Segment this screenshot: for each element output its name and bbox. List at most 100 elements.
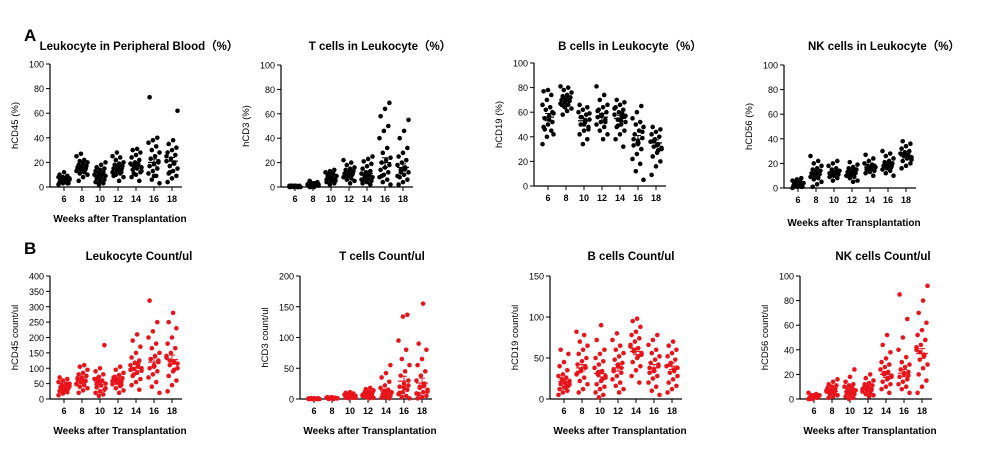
data-point xyxy=(819,163,824,169)
data-point xyxy=(401,385,407,391)
chart-panel-7: B cells Count/ul 0 50 100 150 hCD19 count/ul 6… xyxy=(510,251,687,437)
data-point xyxy=(113,157,119,163)
data-point xyxy=(148,156,153,162)
data-point xyxy=(600,104,606,110)
x-tick-label: 6 xyxy=(292,194,297,204)
data-point xyxy=(174,325,179,331)
x-tick-label: 10 xyxy=(595,406,605,416)
data-point xyxy=(76,178,81,184)
data-point xyxy=(843,394,848,399)
data-point xyxy=(615,123,621,129)
data-point xyxy=(379,375,384,380)
data-point xyxy=(908,161,913,166)
data-point xyxy=(811,161,817,166)
data-point xyxy=(871,378,876,383)
data-point xyxy=(617,380,623,385)
x-axis-label: Weeks after Transplantation xyxy=(803,426,936,437)
data-point xyxy=(887,151,893,156)
data-point xyxy=(888,349,893,355)
data-point xyxy=(134,332,140,337)
data-point xyxy=(585,136,590,142)
data-point xyxy=(655,373,660,379)
data-point xyxy=(885,375,891,381)
data-point xyxy=(903,143,909,149)
data-point xyxy=(907,362,912,367)
x-tick-label: 12 xyxy=(597,193,607,203)
data-point xyxy=(867,169,873,175)
data-point xyxy=(171,367,177,373)
data-point xyxy=(612,106,617,111)
x-tick-label: 14 xyxy=(131,194,141,204)
data-point xyxy=(599,368,605,374)
y-axis-label: hCD45 count/ul xyxy=(10,305,21,370)
x-tick-label: 6 xyxy=(811,406,816,416)
data-point xyxy=(77,364,83,370)
data-point xyxy=(872,168,877,174)
x-axis-label: Weeks after Transplantation xyxy=(787,218,920,229)
y-tick-label: 300 xyxy=(29,302,44,312)
data-point xyxy=(66,181,71,186)
data-point xyxy=(614,331,620,336)
data-point xyxy=(421,383,427,388)
data-point xyxy=(577,339,583,344)
data-point xyxy=(639,146,644,152)
data-point xyxy=(613,136,618,142)
data-point xyxy=(899,359,905,365)
data-point xyxy=(604,109,609,115)
data-point xyxy=(594,381,599,387)
data-point xyxy=(883,153,889,159)
data-point xyxy=(863,152,868,158)
data-point xyxy=(561,87,567,93)
data-point xyxy=(601,392,606,398)
data-point xyxy=(164,353,169,359)
data-point xyxy=(102,177,107,182)
data-point xyxy=(638,363,643,369)
data-point xyxy=(921,353,927,359)
data-point xyxy=(833,166,839,171)
data-point xyxy=(395,173,400,179)
data-point xyxy=(628,344,633,349)
data-point xyxy=(585,343,590,349)
data-point xyxy=(601,124,607,130)
data-point xyxy=(153,379,159,385)
y-tick-label: 150 xyxy=(279,302,294,312)
data-point xyxy=(846,166,851,171)
data-point xyxy=(401,172,407,178)
y-tick-label: 200 xyxy=(279,272,294,282)
data-point xyxy=(56,393,61,398)
data-point xyxy=(862,161,867,166)
data-point xyxy=(577,378,583,384)
data-point xyxy=(131,171,137,176)
y-tick-label: 100 xyxy=(279,333,294,343)
data-point xyxy=(826,381,831,387)
data-point xyxy=(386,170,391,175)
data-point xyxy=(575,370,580,376)
data-point xyxy=(153,341,159,346)
y-axis-label: hCD3 (%) xyxy=(241,105,252,147)
data-point xyxy=(621,107,626,113)
data-point xyxy=(855,178,860,183)
data-point xyxy=(400,314,406,319)
data-point xyxy=(65,376,70,382)
data-point xyxy=(367,385,373,391)
data-point xyxy=(405,312,410,318)
data-point xyxy=(341,157,346,163)
data-point xyxy=(175,108,180,114)
data-point xyxy=(560,93,565,99)
data-point xyxy=(381,393,387,398)
data-point xyxy=(93,390,98,396)
data-point xyxy=(909,157,914,163)
data-point xyxy=(157,150,162,155)
y-tick-label: 40 xyxy=(784,345,794,355)
data-point xyxy=(347,166,353,171)
data-point xyxy=(815,175,821,181)
data-point xyxy=(397,390,402,396)
data-point xyxy=(657,134,662,140)
data-point xyxy=(406,383,411,388)
data-point xyxy=(62,388,68,393)
data-point xyxy=(327,182,333,187)
data-point xyxy=(887,362,892,367)
x-tick-label: 14 xyxy=(865,195,875,205)
y-tick-label: 80 xyxy=(265,85,275,95)
data-point xyxy=(550,119,555,125)
